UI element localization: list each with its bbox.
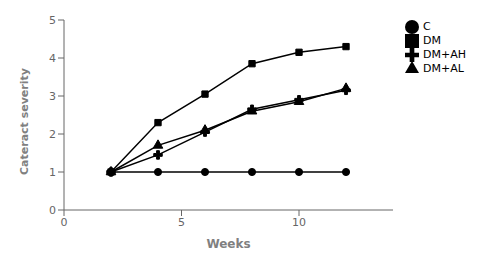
- html-text:DM: DM: [423, 34, 441, 47]
- svg-text:0: 0: [61, 216, 68, 229]
- html-text:DM+AL: DM+AL: [423, 62, 464, 75]
- svg-text:5: 5: [178, 216, 185, 229]
- svg-text:2: 2: [49, 128, 56, 141]
- svg-text:3: 3: [49, 90, 56, 103]
- svg-text:0: 0: [49, 204, 56, 217]
- svg-text:Weeks: Weeks: [206, 237, 250, 251]
- svg-text:4: 4: [49, 52, 56, 65]
- html-text:C: C: [423, 20, 431, 33]
- svg-text:Cateract severity: Cateract severity: [18, 68, 31, 175]
- svg-text:1: 1: [49, 166, 56, 179]
- html-text:DM+AH: DM+AH: [423, 48, 466, 61]
- svg-text:10: 10: [292, 216, 306, 229]
- svg-text:5: 5: [49, 14, 56, 27]
